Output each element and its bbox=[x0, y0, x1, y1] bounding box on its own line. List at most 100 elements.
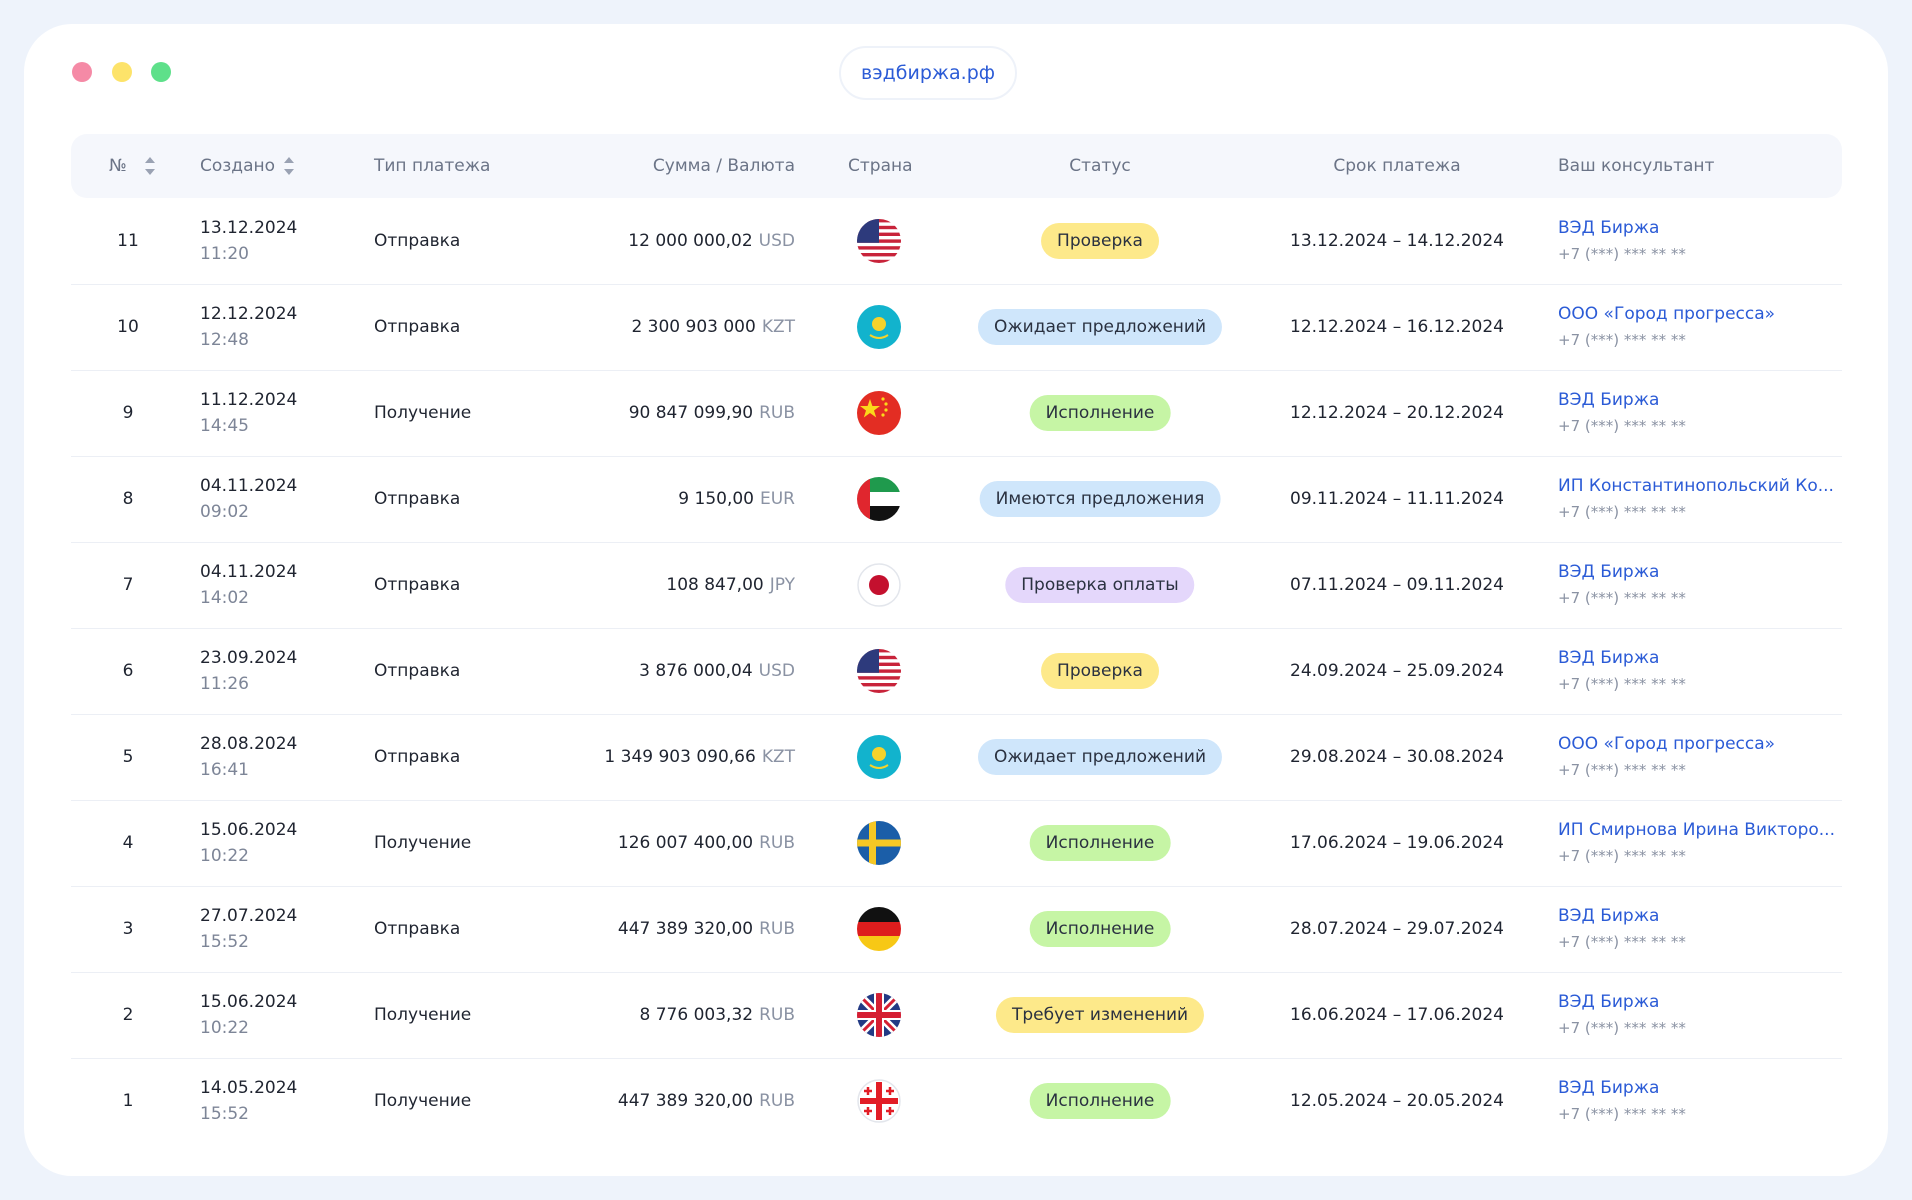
status-badge: Исполнение bbox=[1029, 825, 1171, 861]
amount: 12 000 000,02 bbox=[628, 231, 753, 251]
created-time: 14:02 bbox=[200, 588, 249, 608]
flag bbox=[857, 305, 901, 349]
amount-cell: 8 776 003,32 RUB bbox=[640, 1003, 795, 1027]
row-separator bbox=[71, 284, 1842, 285]
created-date: 23.09.2024 bbox=[200, 648, 298, 668]
created-date: 14.05.2024 bbox=[200, 1078, 298, 1098]
consultant-link[interactable]: ИП Смирнова Ирина Викторо... bbox=[1558, 820, 1835, 840]
amount: 1 349 903 090,66 bbox=[604, 747, 756, 767]
currency: RUB bbox=[759, 833, 795, 853]
minimize-dot[interactable] bbox=[112, 62, 132, 82]
currency: KZT bbox=[761, 747, 795, 767]
currency: RUB bbox=[759, 1005, 795, 1025]
payment-type: Получение bbox=[374, 403, 472, 423]
amount: 90 847 099,90 bbox=[628, 403, 754, 423]
flag bbox=[857, 1079, 901, 1123]
row-separator bbox=[71, 714, 1842, 715]
payment-term: 09.11.2024 – 11.11.2024 bbox=[1290, 489, 1504, 509]
status-badge: Исполнение bbox=[1029, 1083, 1171, 1119]
consultant-link[interactable]: ВЭД Биржа bbox=[1558, 906, 1660, 926]
flag bbox=[857, 993, 901, 1037]
status-badge: Исполнение bbox=[1029, 395, 1171, 431]
status-badge: Ожидает предложений bbox=[977, 739, 1223, 775]
maximize-dot[interactable] bbox=[151, 62, 171, 82]
status-badge: Проверка оплаты bbox=[1005, 567, 1195, 603]
url-bar[interactable]: вэдбиржа.рф bbox=[839, 46, 1017, 100]
payment-type: Отправка bbox=[374, 317, 461, 337]
close-dot[interactable] bbox=[72, 62, 92, 82]
amount: 8 776 003,32 bbox=[639, 1005, 754, 1025]
column-header: № bbox=[109, 156, 127, 176]
consultant-phone: +7 (***) *** ** ** bbox=[1558, 331, 1686, 349]
consultant-link[interactable]: ООО «Город прогресса» bbox=[1558, 734, 1776, 754]
created-time: 12:48 bbox=[200, 330, 249, 350]
currency: RUB bbox=[759, 1091, 795, 1111]
row-number: 10 bbox=[117, 317, 139, 337]
row-number: 4 bbox=[122, 833, 134, 853]
payment-term: 12.12.2024 – 20.12.2024 bbox=[1290, 403, 1504, 423]
sort-icon[interactable] bbox=[284, 157, 294, 175]
window bbox=[24, 24, 1888, 1176]
created-date: 28.08.2024 bbox=[200, 734, 298, 754]
created-time: 10:22 bbox=[200, 846, 249, 866]
flag bbox=[857, 391, 901, 435]
column-header: Тип платежа bbox=[374, 156, 491, 176]
created-time: 10:22 bbox=[200, 1018, 249, 1038]
consultant-link[interactable]: ВЭД Биржа bbox=[1558, 390, 1660, 410]
currency: RUB bbox=[759, 919, 795, 939]
created-time: 09:02 bbox=[200, 502, 249, 522]
payment-term: 16.06.2024 – 17.06.2024 bbox=[1290, 1005, 1504, 1025]
status-badge: Проверка bbox=[1041, 223, 1159, 259]
consultant-link[interactable]: ВЭД Биржа bbox=[1558, 562, 1660, 582]
flag bbox=[857, 477, 901, 521]
status-badge: Исполнение bbox=[1029, 911, 1171, 947]
amount: 3 876 000,04 bbox=[639, 661, 753, 681]
column-header: Сумма / Валюта bbox=[652, 156, 795, 176]
payment-type: Отправка bbox=[374, 489, 461, 509]
created-date: 15.06.2024 bbox=[200, 992, 298, 1012]
payment-type: Отправка bbox=[374, 661, 461, 681]
row-separator bbox=[71, 1058, 1842, 1059]
amount-cell: 3 876 000,04 USD bbox=[639, 659, 795, 683]
amount: 108 847,00 bbox=[666, 575, 764, 595]
payment-type: Отправка bbox=[374, 575, 461, 595]
row-separator bbox=[71, 886, 1842, 887]
payment-type: Получение bbox=[374, 1005, 472, 1025]
row-number: 5 bbox=[122, 747, 134, 767]
amount-cell: 447 389 320,00 RUB bbox=[618, 1089, 795, 1113]
row-separator bbox=[71, 800, 1842, 801]
consultant-phone: +7 (***) *** ** ** bbox=[1558, 933, 1686, 951]
created-date: 12.12.2024 bbox=[200, 304, 298, 324]
consultant-link[interactable]: ООО «Город прогресса» bbox=[1558, 304, 1776, 324]
sort-icon[interactable] bbox=[145, 157, 155, 175]
consultant-link[interactable]: ВЭД Биржа bbox=[1558, 218, 1660, 238]
row-separator bbox=[71, 456, 1842, 457]
currency: USD bbox=[758, 231, 795, 251]
consultant-link[interactable]: ВЭД Биржа bbox=[1558, 992, 1660, 1012]
row-number: 1 bbox=[122, 1091, 134, 1111]
payment-term: 24.09.2024 – 25.09.2024 bbox=[1290, 661, 1504, 681]
payment-type: Отправка bbox=[374, 919, 461, 939]
payment-type: Отправка bbox=[374, 231, 461, 251]
amount-cell: 9 150,00 EUR bbox=[678, 487, 795, 511]
consultant-phone: +7 (***) *** ** ** bbox=[1558, 503, 1686, 521]
consultant-link[interactable]: ВЭД Биржа bbox=[1558, 648, 1660, 668]
amount-cell: 1 349 903 090,66 KZT bbox=[604, 745, 795, 769]
flag bbox=[857, 821, 901, 865]
row-number: 2 bbox=[122, 1005, 134, 1025]
consultant-phone: +7 (***) *** ** ** bbox=[1558, 589, 1686, 607]
payment-term: 07.11.2024 – 09.11.2024 bbox=[1290, 575, 1504, 595]
row-separator bbox=[71, 972, 1842, 973]
created-time: 14:45 bbox=[200, 416, 249, 436]
row-number: 7 bbox=[122, 575, 134, 595]
consultant-link[interactable]: ВЭД Биржа bbox=[1558, 1078, 1660, 1098]
amount-cell: 2 300 903 000 KZT bbox=[631, 315, 795, 339]
column-header: Ваш консультант bbox=[1558, 156, 1715, 176]
payment-term: 12.05.2024 – 20.05.2024 bbox=[1290, 1091, 1504, 1111]
amount: 447 389 320,00 bbox=[617, 919, 754, 939]
consultant-phone: +7 (***) *** ** ** bbox=[1558, 675, 1686, 693]
amount: 9 150,00 bbox=[678, 489, 754, 509]
consultant-phone: +7 (***) *** ** ** bbox=[1558, 245, 1686, 263]
consultant-link[interactable]: ИП Константинопольский Ко... bbox=[1558, 476, 1834, 496]
